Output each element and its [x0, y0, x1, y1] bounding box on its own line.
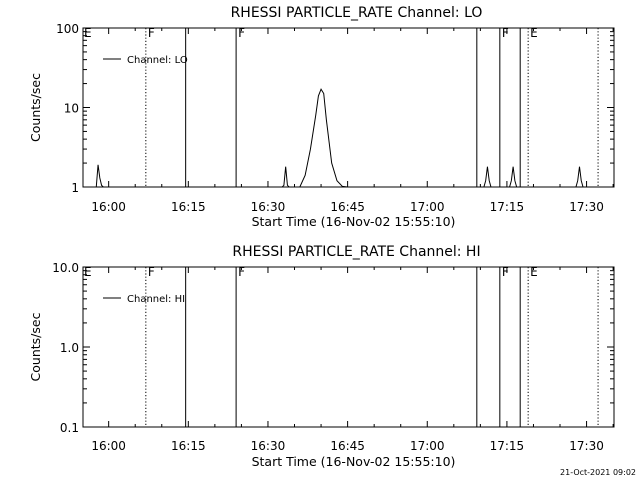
- y-tick-label: 1.0: [60, 341, 79, 355]
- x-tick-label: 17:30: [569, 439, 604, 453]
- x-tick-label: 16:00: [91, 439, 126, 453]
- x-tick-label: 16:15: [171, 439, 206, 453]
- x-tick-label: 17:15: [490, 439, 525, 453]
- y-axis-label: Counts/sec: [28, 312, 43, 381]
- x-tick-label: 16:30: [251, 200, 286, 214]
- x-tick-label: 17:00: [410, 200, 445, 214]
- plot-frame: [82, 27, 615, 188]
- y-tick-label: 10: [64, 102, 79, 116]
- event-label: E: [530, 26, 538, 40]
- x-tick-label: 16:30: [251, 439, 286, 453]
- legend-label: Channel: HI: [127, 294, 185, 305]
- x-tick-label: 16:45: [330, 439, 365, 453]
- y-axis-label: Counts/sec: [28, 73, 43, 142]
- event-label: F: [238, 265, 245, 279]
- chart-panel-channel-lo: RHESSI PARTICLE_RATE Channel: LO 16:00 16:…: [28, 5, 615, 229]
- legend-label: Channel: LO: [127, 55, 188, 66]
- x-tick-label: 16:45: [330, 200, 365, 214]
- event-label: F: [148, 26, 155, 40]
- event-label: F: [238, 26, 245, 40]
- y-tick-label: 10.0: [52, 261, 79, 275]
- x-axis-label: Start Time (16-Nov-02 15:55:10): [252, 454, 456, 469]
- y-tick-label: 100: [56, 22, 79, 36]
- x-tick-label: 17:30: [569, 200, 604, 214]
- x-tick-label: 16:00: [91, 200, 126, 214]
- event-label: F: [502, 265, 509, 279]
- x-tick-label: 17:00: [410, 439, 445, 453]
- event-label: E: [84, 265, 92, 279]
- event-label: F: [148, 265, 155, 279]
- event-label: E: [530, 265, 538, 279]
- chart-title: RHESSI PARTICLE_RATE Channel: LO: [231, 5, 483, 21]
- x-axis-label: Start Time (16-Nov-02 15:55:10): [252, 214, 456, 229]
- chart-panel-channel-hi: RHESSI PARTICLE_RATE Channel: HI 16:00 16:…: [28, 244, 615, 469]
- chart-title: RHESSI PARTICLE_RATE Channel: HI: [232, 244, 480, 260]
- event-label: E: [84, 26, 92, 40]
- plot-frame: [82, 266, 615, 428]
- series-line: [83, 88, 614, 188]
- footer-timestamp: 21-Oct-2021 09:02: [560, 468, 636, 477]
- y-tick-label: 1: [71, 181, 79, 195]
- y-tick-label: 0.1: [60, 421, 79, 435]
- event-label: F: [502, 26, 509, 40]
- x-tick-label: 17:15: [490, 200, 525, 214]
- x-tick-label: 16:15: [171, 200, 206, 214]
